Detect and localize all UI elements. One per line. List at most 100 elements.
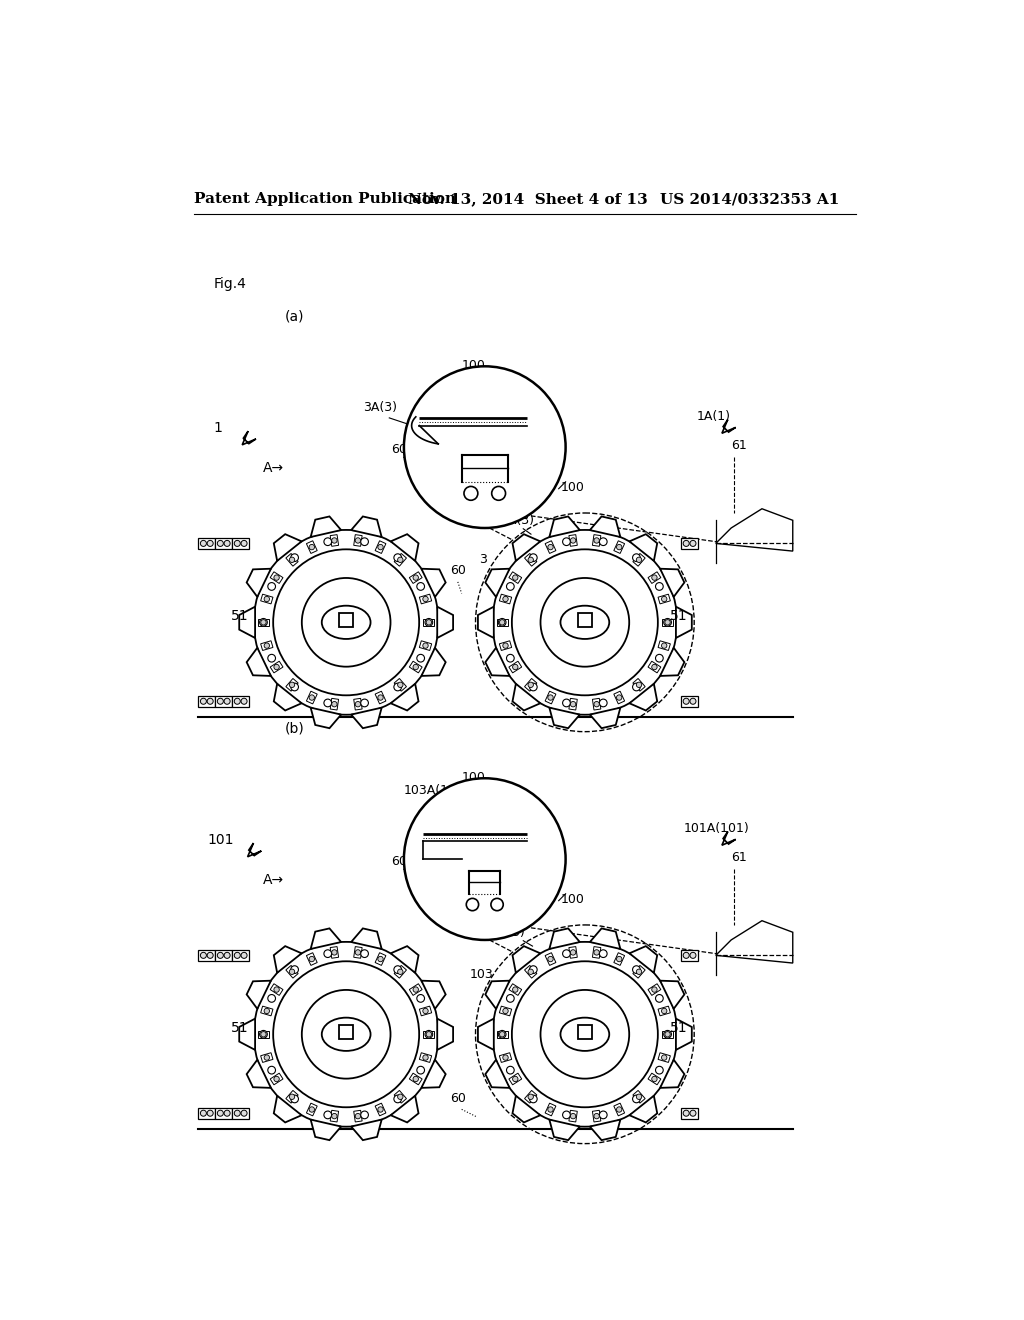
Bar [199, 1107, 215, 1118]
Circle shape [690, 698, 696, 705]
Bar [658, 1053, 671, 1063]
Circle shape [201, 540, 207, 546]
Circle shape [397, 1094, 403, 1100]
Polygon shape [391, 684, 419, 710]
Text: 60: 60 [451, 1092, 466, 1105]
Bar [613, 541, 625, 553]
Bar [306, 692, 317, 704]
Circle shape [513, 576, 518, 581]
Bar [353, 535, 362, 546]
Circle shape [594, 537, 599, 543]
Polygon shape [660, 569, 684, 597]
Bar [497, 619, 508, 626]
Polygon shape [716, 508, 793, 552]
Circle shape [616, 957, 622, 962]
Polygon shape [273, 684, 302, 710]
Polygon shape [630, 1096, 657, 1122]
Text: 51: 51 [230, 610, 248, 623]
Circle shape [417, 655, 425, 663]
Text: 60: 60 [451, 564, 466, 577]
Polygon shape [247, 569, 271, 597]
Bar [681, 1107, 698, 1118]
Bar [633, 965, 645, 978]
Circle shape [562, 1111, 570, 1119]
Circle shape [290, 557, 295, 562]
Circle shape [332, 537, 337, 543]
Text: 60: 60 [391, 444, 407, 457]
Circle shape [503, 643, 508, 648]
Bar [578, 1026, 592, 1039]
Bar [215, 539, 232, 549]
Circle shape [241, 540, 247, 546]
Circle shape [394, 554, 401, 561]
Bar [545, 1104, 556, 1115]
Circle shape [217, 952, 223, 958]
Bar [500, 1006, 512, 1016]
Bar [394, 678, 407, 692]
Polygon shape [485, 648, 510, 676]
Bar [648, 1073, 660, 1085]
Polygon shape [590, 516, 621, 537]
Circle shape [355, 1114, 360, 1119]
Text: 100: 100 [462, 771, 485, 784]
Ellipse shape [322, 606, 371, 639]
Bar [420, 1053, 432, 1063]
Circle shape [397, 969, 403, 974]
Bar [569, 946, 578, 958]
Bar [593, 535, 601, 546]
Text: 103: 103 [469, 969, 494, 982]
Polygon shape [310, 928, 341, 949]
Circle shape [662, 1055, 667, 1060]
Circle shape [234, 952, 241, 958]
Bar [593, 698, 601, 710]
Circle shape [291, 684, 298, 690]
Circle shape [378, 694, 383, 700]
Circle shape [273, 1076, 280, 1081]
Circle shape [528, 557, 534, 562]
Polygon shape [660, 648, 684, 676]
Circle shape [633, 966, 640, 973]
Circle shape [417, 1067, 425, 1074]
Circle shape [490, 899, 503, 911]
Bar [524, 553, 537, 566]
Bar [545, 541, 556, 553]
Circle shape [234, 540, 241, 546]
Circle shape [529, 554, 538, 561]
Bar [339, 614, 353, 627]
Bar [545, 692, 556, 704]
Polygon shape [273, 946, 302, 973]
Circle shape [254, 529, 438, 714]
Bar [270, 983, 283, 995]
Circle shape [423, 597, 428, 602]
Bar [569, 535, 578, 546]
Polygon shape [512, 1096, 541, 1122]
Circle shape [500, 1032, 505, 1038]
Text: 100: 100 [560, 480, 584, 494]
Circle shape [548, 694, 553, 700]
Circle shape [403, 367, 565, 528]
Bar [232, 1107, 249, 1118]
Circle shape [403, 779, 565, 940]
Text: 51: 51 [670, 1022, 687, 1035]
Circle shape [413, 576, 419, 581]
Circle shape [665, 619, 671, 626]
Circle shape [636, 1094, 642, 1100]
Circle shape [264, 643, 269, 648]
Circle shape [378, 544, 383, 550]
Circle shape [224, 698, 230, 705]
Circle shape [324, 1111, 332, 1119]
Circle shape [355, 537, 360, 543]
Bar [420, 1006, 432, 1016]
Circle shape [268, 655, 275, 663]
Text: 101: 101 [208, 833, 234, 846]
Circle shape [360, 537, 369, 545]
Circle shape [268, 1067, 275, 1074]
Circle shape [655, 994, 664, 1002]
Circle shape [360, 1111, 369, 1119]
Polygon shape [512, 684, 541, 710]
Bar [215, 696, 232, 706]
Bar [199, 696, 215, 706]
Polygon shape [273, 535, 302, 561]
Bar [339, 1026, 353, 1039]
Bar [681, 539, 698, 549]
